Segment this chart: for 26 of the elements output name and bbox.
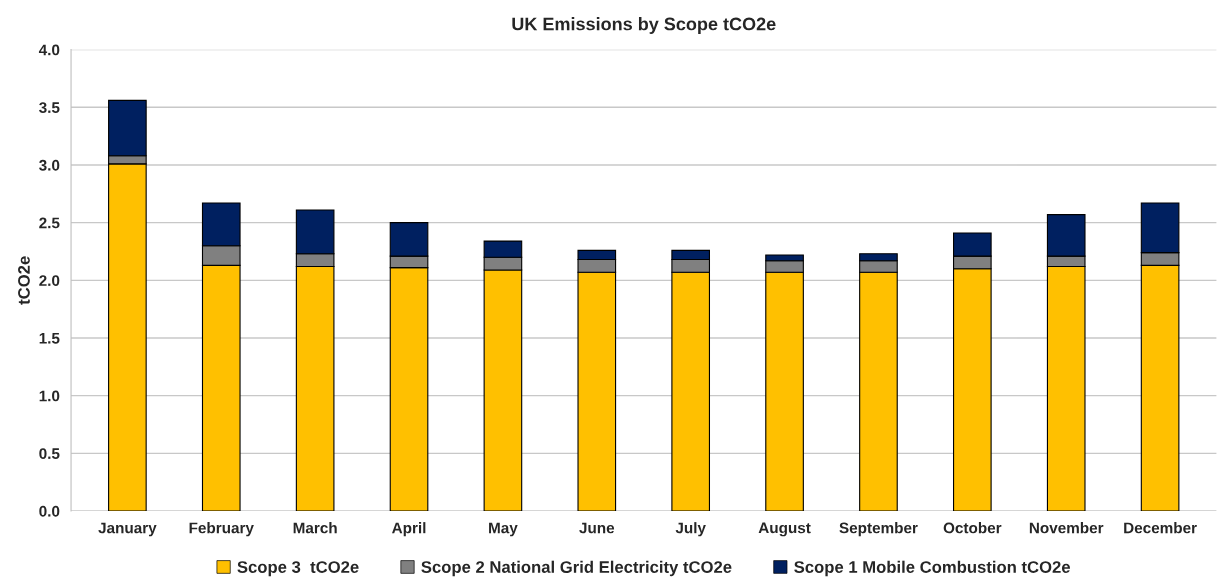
x-tick-label: September	[839, 522, 918, 537]
x-tick-label: June	[579, 522, 615, 534]
legend-label: Scope 2 National Grid Electricity tCO2e	[421, 560, 732, 577]
x-tick-label: April	[392, 522, 426, 537]
y-tick-label: 3.0	[39, 159, 60, 171]
x-tick-label: October	[943, 522, 1002, 534]
legend-label: Scope 1 Mobile Combustion tCO2e	[794, 560, 1071, 577]
x-tick-label: August	[758, 522, 811, 537]
x-tick-label: January	[98, 522, 157, 537]
y-tick-label: 1.5	[39, 333, 60, 344]
chart-title: UK Emissions by Scope tCO2e	[512, 17, 776, 34]
x-tick-label: March	[293, 522, 337, 534]
x-tick-label: February	[189, 522, 254, 537]
y-tick-label: 0.5	[39, 448, 60, 460]
y-tick-label: 4.0	[38, 44, 60, 56]
y-tick-label: 3.5	[39, 102, 60, 114]
x-tick-label: December	[1124, 522, 1197, 534]
y-tick-label: 0.0	[39, 505, 60, 517]
x-tick-label: July	[675, 522, 706, 537]
y-tick-label: 2.5	[39, 217, 60, 229]
x-tick-label: November	[1029, 522, 1104, 534]
y-axis-title: tCO2e	[18, 256, 30, 305]
y-tick-label: 1.0	[39, 390, 60, 402]
x-tick-label: May	[489, 522, 518, 537]
legend-label: Scope 3 tCO2e	[237, 561, 359, 577]
y-tick-label: 2.0	[39, 275, 60, 287]
